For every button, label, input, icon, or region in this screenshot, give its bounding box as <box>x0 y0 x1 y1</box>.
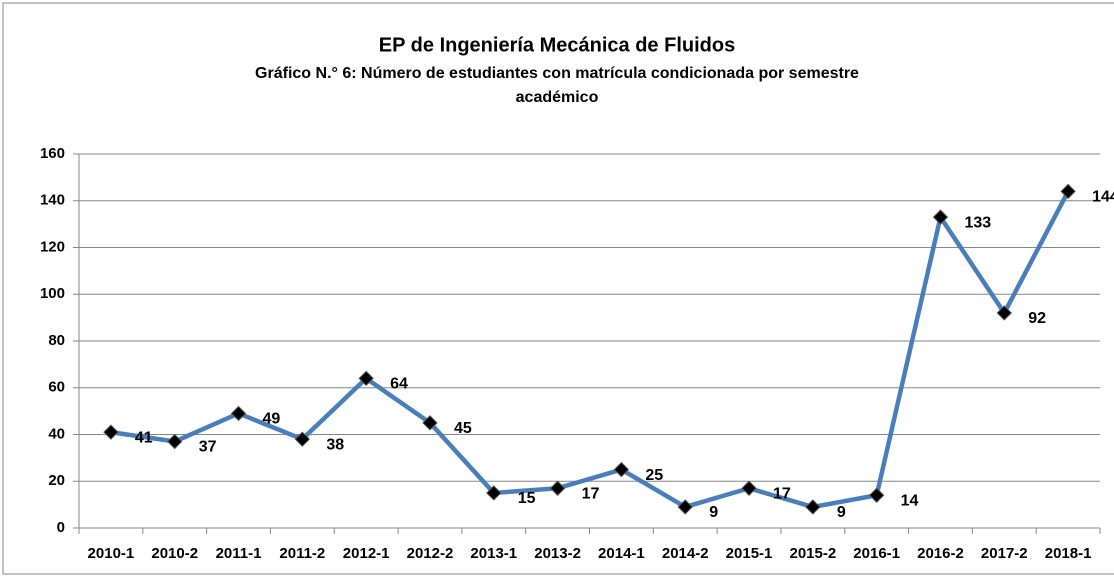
x-tick-label: 2011-1 <box>216 545 262 562</box>
x-tick-label: 2014-1 <box>598 545 645 562</box>
data-label: 144 <box>1092 189 1114 206</box>
y-tick-label: 80 <box>48 332 65 349</box>
y-tick-label: 120 <box>40 238 65 255</box>
data-label: 9 <box>837 504 846 521</box>
x-tick-label: 2012-2 <box>407 545 454 562</box>
data-marker <box>486 485 502 501</box>
data-marker <box>996 305 1012 321</box>
data-marker <box>805 499 821 515</box>
data-marker <box>230 405 247 422</box>
data-marker <box>167 433 183 450</box>
chart-subtitle: Gráfico N.° 6: Número de estudiantes con… <box>255 65 859 82</box>
y-tick-label: 0 <box>57 519 65 536</box>
x-tick-label: 2015-2 <box>789 545 836 562</box>
data-label: 41 <box>135 429 153 446</box>
data-line <box>110 190 1071 510</box>
data-marker <box>868 487 885 503</box>
x-tick-label: 2017-2 <box>981 545 1028 562</box>
data-marker <box>422 415 438 431</box>
x-tick-label: 2011-2 <box>279 545 325 562</box>
y-tick-label: 40 <box>48 425 65 442</box>
chart-title: EP de Ingeniería Mecánica de Fluidos <box>379 34 735 56</box>
data-label: 38 <box>326 436 344 453</box>
x-tick-label: 2013-2 <box>534 545 581 562</box>
data-marker <box>932 209 949 225</box>
data-marker <box>1060 183 1076 200</box>
data-marker <box>358 370 374 387</box>
data-label: 49 <box>263 411 281 428</box>
chart-subtitle: académico <box>516 89 599 106</box>
x-tick-label: 2015-1 <box>726 545 773 562</box>
data-marker <box>613 461 630 478</box>
data-label: 92 <box>1028 310 1046 327</box>
data-marker <box>294 431 311 447</box>
x-tick-label: 2016-1 <box>853 545 900 562</box>
data-label: 64 <box>390 376 408 393</box>
y-tick-label: 20 <box>48 472 65 489</box>
x-tick-label: 2014-2 <box>662 545 709 562</box>
data-label: 25 <box>645 467 663 484</box>
data-marker <box>741 480 757 496</box>
y-tick-label: 160 <box>40 145 65 162</box>
data-marker <box>103 424 119 440</box>
data-label: 15 <box>518 490 536 507</box>
y-tick-label: 100 <box>40 285 65 302</box>
data-label: 45 <box>454 420 472 437</box>
y-tick-label: 60 <box>48 379 65 396</box>
data-label: 14 <box>901 492 919 509</box>
data-label: 17 <box>582 485 600 502</box>
x-tick-label: 2010-1 <box>88 545 135 562</box>
data-label: 9 <box>709 504 718 521</box>
data-label: 37 <box>199 439 217 456</box>
x-tick-label: 2016-2 <box>917 545 964 562</box>
x-tick-label: 2013-1 <box>470 545 517 562</box>
data-label: 133 <box>964 214 991 231</box>
y-tick-label: 140 <box>40 192 65 209</box>
x-tick-label: 2010-2 <box>151 545 198 562</box>
data-marker <box>677 499 693 515</box>
data-label: 17 <box>773 485 791 502</box>
x-tick-label: 2012-1 <box>343 545 390 562</box>
x-tick-label: 2018-1 <box>1045 545 1092 562</box>
data-marker <box>549 480 566 496</box>
